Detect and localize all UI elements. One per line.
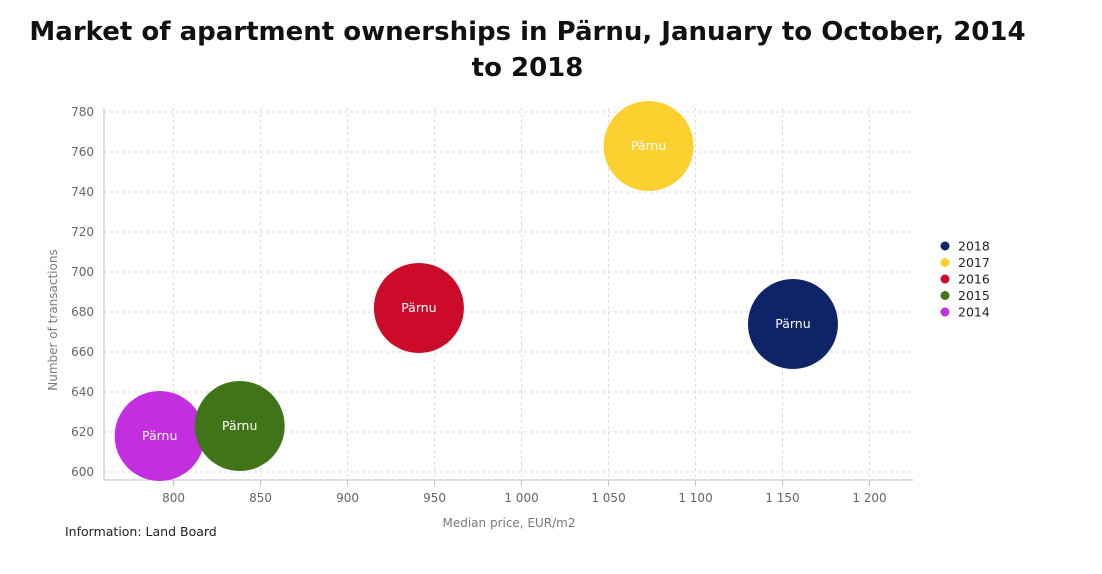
legend-marker-2016 (940, 274, 950, 284)
bubble-2018: Pärnu (747, 279, 838, 369)
x-axis-ticks: 800 850 900 950 1 000 1 050 1 100 1 150 1 200 (162, 480, 887, 505)
legend-label-2014: 2014 (958, 305, 990, 320)
y-tick-label: 640 (71, 385, 94, 399)
chart-title: Market of apartment ownerships in Pärnu,… (0, 14, 1055, 86)
y-tick-label: 660 (71, 345, 94, 359)
legend-item-2014[interactable]: 2014 (940, 305, 990, 320)
x-tick-label: 850 (249, 491, 272, 505)
bubble-label-2014: Pärnu (142, 428, 177, 443)
x-tick-label: 800 (162, 491, 185, 505)
bubble-circle-2018 (747, 279, 838, 369)
y-tick-label: 780 (71, 105, 94, 119)
legend-item-2016[interactable]: 2016 (940, 272, 990, 287)
x-tick-label: 1 050 (591, 491, 625, 505)
bubble-label-2015: Pärnu (222, 418, 257, 433)
bubble-circle-2014 (114, 391, 205, 481)
y-tick-label: 620 (71, 425, 94, 439)
legend-label-2017: 2017 (958, 255, 990, 270)
legend-item-2017[interactable]: 2017 (940, 255, 990, 270)
bubbles: Pärnu Pärnu Pärnu Pärnu Pärnu (114, 101, 838, 481)
chart-title-line-2: to 2018 (471, 53, 584, 83)
x-tick-label: 1 000 (504, 491, 538, 505)
bubble-label-2018: Pärnu (775, 316, 810, 331)
bubble-2015: Pärnu (194, 381, 285, 471)
bubble-circle-2016 (373, 263, 464, 353)
y-tick-label: 700 (71, 265, 94, 279)
bubble-2017: Pärnu (603, 101, 694, 191)
legend-item-2018[interactable]: 2018 (940, 239, 990, 254)
y-axis-ticks: 600 620 640 660 680 700 720 740 760 780 (71, 105, 94, 479)
x-axis-label: Median price, EUR/m2 (442, 516, 575, 530)
legend-marker-2015 (940, 291, 950, 300)
bubble-circle-2015 (194, 381, 285, 471)
x-tick-label: 1 100 (678, 491, 712, 505)
y-tick-label: 600 (71, 465, 94, 479)
legend-item-2015[interactable]: 2015 (940, 288, 990, 303)
y-tick-label: 760 (71, 145, 94, 159)
axes (103, 108, 913, 481)
bubble-circle-2017 (603, 101, 694, 191)
y-axis-label: Number of transactions (46, 249, 60, 390)
x-tick-label: 1 150 (765, 491, 799, 505)
x-tick-label: 900 (336, 491, 359, 505)
x-tick-label: 1 200 (852, 491, 886, 505)
legend-marker-2018 (940, 241, 950, 251)
y-tick-label: 740 (71, 185, 94, 199)
bubble-2016: Pärnu (373, 263, 464, 353)
bubble-label-2017: Pärnu (631, 138, 666, 153)
legend-marker-2017 (940, 258, 950, 267)
legend-marker-2014 (940, 307, 950, 317)
legend-label-2016: 2016 (958, 272, 990, 287)
source-note: Information: Land Board (65, 524, 217, 539)
chart-title-line-1: Market of apartment ownerships in Pärnu,… (29, 17, 1026, 47)
legend-label-2018: 2018 (958, 239, 990, 254)
bubble-2014: Pärnu (114, 391, 205, 481)
legend-label-2015: 2015 (958, 288, 990, 303)
x-tick-label: 950 (423, 491, 446, 505)
bubble-label-2016: Pärnu (401, 300, 436, 315)
y-tick-label: 680 (71, 305, 94, 319)
grid-lines (104, 108, 913, 480)
y-tick-label: 720 (71, 225, 94, 239)
